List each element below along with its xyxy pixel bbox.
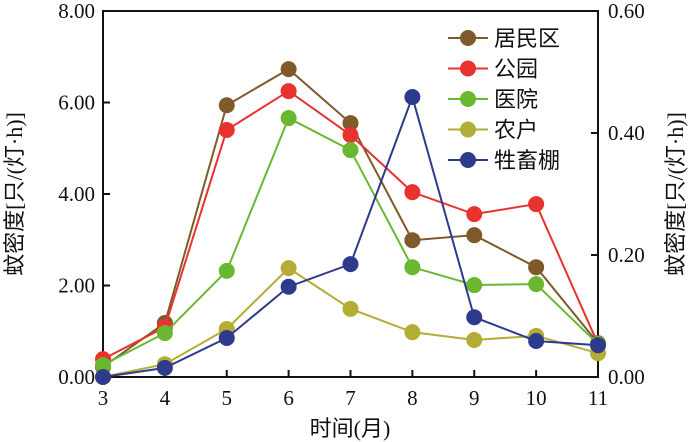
data-point [342, 142, 359, 159]
data-point [342, 115, 359, 132]
data-point [156, 325, 173, 342]
data-point [280, 61, 297, 78]
x-tick-label: 11 [588, 386, 608, 410]
y-tick-label-left: 0.00 [58, 365, 95, 389]
legend-item: 医院 [448, 87, 538, 112]
y-axis-label-left: 蚊密度[只/(灯·h)] [2, 112, 27, 276]
data-point [404, 232, 421, 249]
legend-marker [460, 91, 476, 107]
data-point [218, 97, 235, 114]
data-point [466, 227, 483, 244]
y-tick-label-right: 0.20 [608, 243, 645, 267]
data-point [342, 300, 359, 317]
legend-label: 公园 [494, 57, 538, 82]
legend-item: 公园 [448, 57, 538, 82]
data-point [590, 337, 606, 354]
legend-label: 居民区 [494, 26, 560, 51]
legend-item: 农户 [448, 118, 538, 143]
data-point [95, 357, 111, 374]
data-point [466, 309, 483, 326]
data-point [404, 324, 421, 341]
data-point [342, 256, 359, 273]
y-axis-label-right: 蚊密度[只/(灯·h)] [663, 112, 688, 276]
x-tick-label: 4 [160, 386, 171, 410]
y-tick-label-left: 8.00 [58, 0, 95, 23]
legend-marker [460, 152, 476, 168]
data-point [466, 331, 483, 348]
data-point [218, 329, 235, 346]
data-point [342, 126, 359, 143]
data-point [404, 184, 421, 201]
data-point [404, 259, 421, 276]
data-point [466, 206, 483, 223]
data-point [528, 196, 545, 213]
data-point [280, 278, 297, 295]
x-tick-label: 5 [222, 386, 233, 410]
y-tick-label-right: 0.40 [608, 121, 645, 145]
legend-label: 医院 [494, 87, 538, 112]
data-point [95, 369, 111, 385]
y-tick-label-right: 0.60 [608, 0, 645, 23]
x-tick-label: 7 [345, 386, 356, 410]
data-point [280, 83, 297, 100]
x-axis-label: 时间(月) [310, 416, 391, 441]
y-tick-label-left: 6.00 [58, 91, 95, 115]
x-tick-label: 10 [526, 386, 547, 410]
legend-item: 居民区 [448, 26, 560, 51]
data-point [404, 89, 421, 106]
data-point [156, 359, 173, 376]
data-point [466, 277, 483, 294]
data-point [528, 333, 545, 350]
legend-item: 牲畜棚 [448, 148, 560, 173]
x-tick-label: 3 [98, 386, 109, 410]
x-tick-label: 9 [469, 386, 480, 410]
y-tick-label-right: 0.00 [608, 365, 645, 389]
series-line-0 [102, 67, 599, 368]
legend-label: 农户 [494, 118, 538, 143]
x-tick-label: 8 [407, 386, 418, 410]
legend-marker [460, 30, 476, 46]
data-point [218, 262, 235, 279]
data-point [280, 110, 297, 127]
data-point [528, 276, 545, 293]
x-tick-label: 6 [283, 386, 294, 410]
legend-marker [460, 60, 476, 77]
y-tick-label-left: 2.00 [58, 274, 95, 298]
legend-label: 牲畜棚 [494, 148, 560, 173]
data-point [280, 260, 297, 277]
data-point [528, 259, 545, 276]
legend-marker [460, 121, 476, 138]
data-point [218, 121, 235, 138]
y-tick-label-left: 4.00 [58, 182, 95, 206]
